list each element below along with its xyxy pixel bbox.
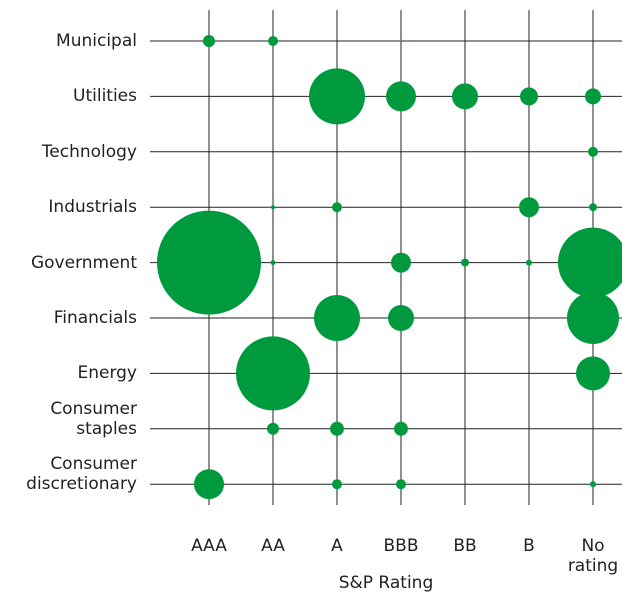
y-tick-label: Financials: [53, 308, 137, 328]
y-tick-label: Consumer staples: [50, 398, 137, 439]
bubble: [157, 210, 261, 315]
bubble: [203, 35, 215, 47]
x-tick-label: B: [523, 536, 535, 556]
bubble: [526, 259, 532, 266]
bubble: [267, 422, 279, 435]
bubble: [391, 252, 411, 273]
x-axis-title: S&P Rating: [338, 573, 434, 593]
y-tick-label: Consumer discretionary: [26, 454, 137, 495]
bubble: [520, 87, 538, 106]
bubble: [519, 197, 539, 218]
bubble: [588, 146, 598, 157]
bubble: [309, 68, 365, 125]
bubble: [396, 479, 406, 490]
bubble: [270, 260, 276, 266]
x-tick-label: No rating: [567, 536, 619, 576]
bubble: [330, 421, 344, 436]
y-tick-label: Utilities: [73, 86, 137, 107]
bubble: [585, 88, 601, 105]
bubble: [271, 205, 275, 210]
bubble: [332, 202, 342, 213]
bubble: [452, 83, 478, 110]
bubble: [590, 481, 596, 488]
y-tick-label: Municipal: [56, 31, 137, 51]
bubble: [400, 40, 402, 42]
bubble: [576, 356, 610, 391]
bubble: [386, 81, 416, 112]
bubble: [394, 421, 408, 436]
y-tick-label: Government: [30, 252, 137, 273]
bubble: [268, 36, 278, 46]
bubble: [558, 227, 622, 298]
bubble: [194, 469, 224, 500]
x-tick-label: AA: [261, 536, 285, 556]
x-tick-label: BBB: [383, 536, 419, 556]
y-tick-label: Industrials: [48, 197, 137, 218]
x-tick-label: AAA: [191, 536, 227, 556]
bubble: [236, 336, 310, 411]
bubble: [332, 479, 342, 490]
x-tick-label: A: [331, 536, 343, 556]
x-tick-label: BB: [453, 536, 477, 556]
bubble: [388, 305, 414, 331]
bubble: [461, 258, 469, 267]
bubble: [314, 295, 360, 341]
bubble: [589, 203, 597, 212]
y-tick-label: Energy: [77, 363, 137, 384]
bubble: [567, 292, 619, 344]
y-tick-label: Technology: [41, 141, 137, 162]
